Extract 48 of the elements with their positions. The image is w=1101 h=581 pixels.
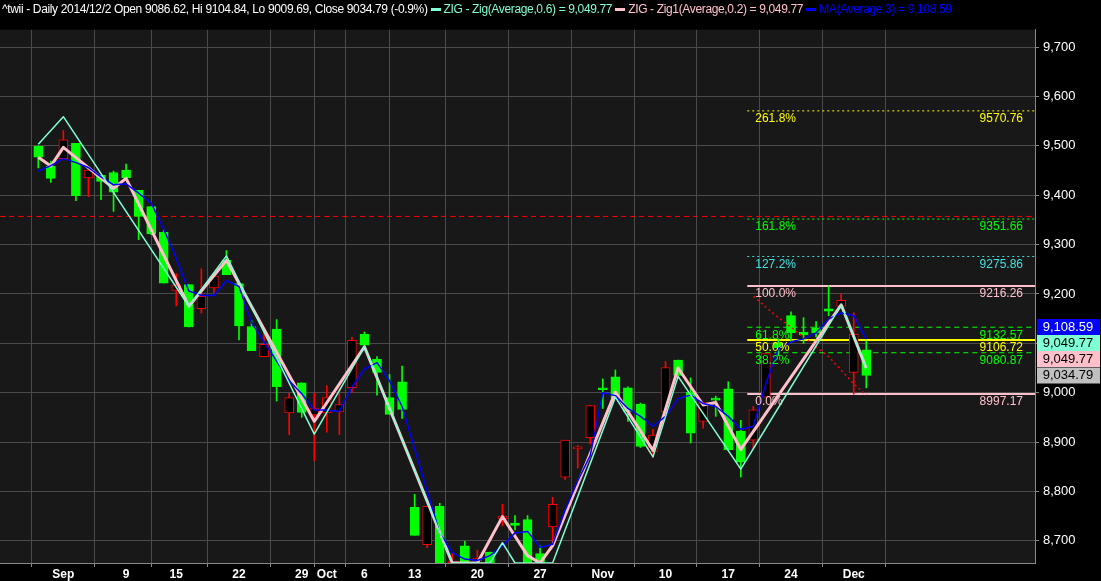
x-tick-label: 24 [784,566,798,581]
x-tick-label: 27 [533,566,548,581]
ref-line-label: 8997.17 [979,394,1024,409]
x-tick-label: Oct [316,566,337,581]
annotation: 161.8% [755,219,797,234]
y-tick-label: 9,500 [1042,137,1076,153]
x-tick-label: 29 [295,566,309,581]
annotation: 261.8% [755,111,797,126]
x-tick-label: 10 [658,566,673,581]
x-tick-label: Sep [52,566,75,581]
x-tick-label: Nov [591,566,615,581]
candlestick [597,378,608,409]
y-tick-label: 9,000 [1042,384,1076,400]
text: 9,049.77 [1042,334,1094,350]
ref-line-label: 9080.87 [979,353,1024,368]
ref-line-label: 9275.86 [979,256,1024,271]
y-tick-label: 8,700 [1042,532,1076,548]
y-tick-label: 9,600 [1042,88,1076,104]
x-tick-label: 20 [470,566,485,581]
legend-label: ZIG - Zig(Average,0.6) = 9,049.77 [443,2,613,16]
annotation: 61.8% [755,327,790,342]
legend-label: ZIG - Zig1(Average,0.2) = 9,049.77 [628,2,804,16]
ref-line-label: 9351.66 [979,219,1024,234]
annotation: 127.2% [755,256,797,271]
x-tick-label: Dec [842,566,866,581]
x-tick-label: 17 [721,566,736,581]
x-tick-label: 6 [361,566,369,581]
text: 9,049.77 [1042,350,1094,366]
x-tick-label: 15 [169,566,184,581]
line-series [752,295,868,396]
chart-title: ^twii - Daily 2014/12/2 Open 9086.62, Hi 9104.84, Lo 9009.69, Close 9034.79 (-0.9%) [2,2,428,16]
ref-line-label: 9570.76 [979,111,1024,126]
y-tick-label: 9,200 [1042,285,1076,301]
text: 9,034.79 [1042,367,1094,383]
ref-line-label: 9106.72 [979,340,1024,355]
y-tick-label: 9,300 [1042,236,1076,252]
ref-line-label: 9216.26 [979,286,1024,301]
x-tick-label: 22 [232,566,246,581]
x-tick-label: 9 [122,566,130,581]
y-tick-label: 8,800 [1042,482,1076,498]
y-tick-label: 9,400 [1042,186,1076,202]
text: 9,108.59 [1042,318,1094,334]
y-tick-label: 8,900 [1042,433,1076,449]
annotation: 100.0% [755,286,797,301]
x-tick-label: 13 [407,566,422,581]
legend-label: MA(Average,3) = 9,108.59 [819,2,952,16]
ref-line-label: 9132.57 [979,327,1024,342]
y-tick-label: 9,700 [1042,38,1076,54]
